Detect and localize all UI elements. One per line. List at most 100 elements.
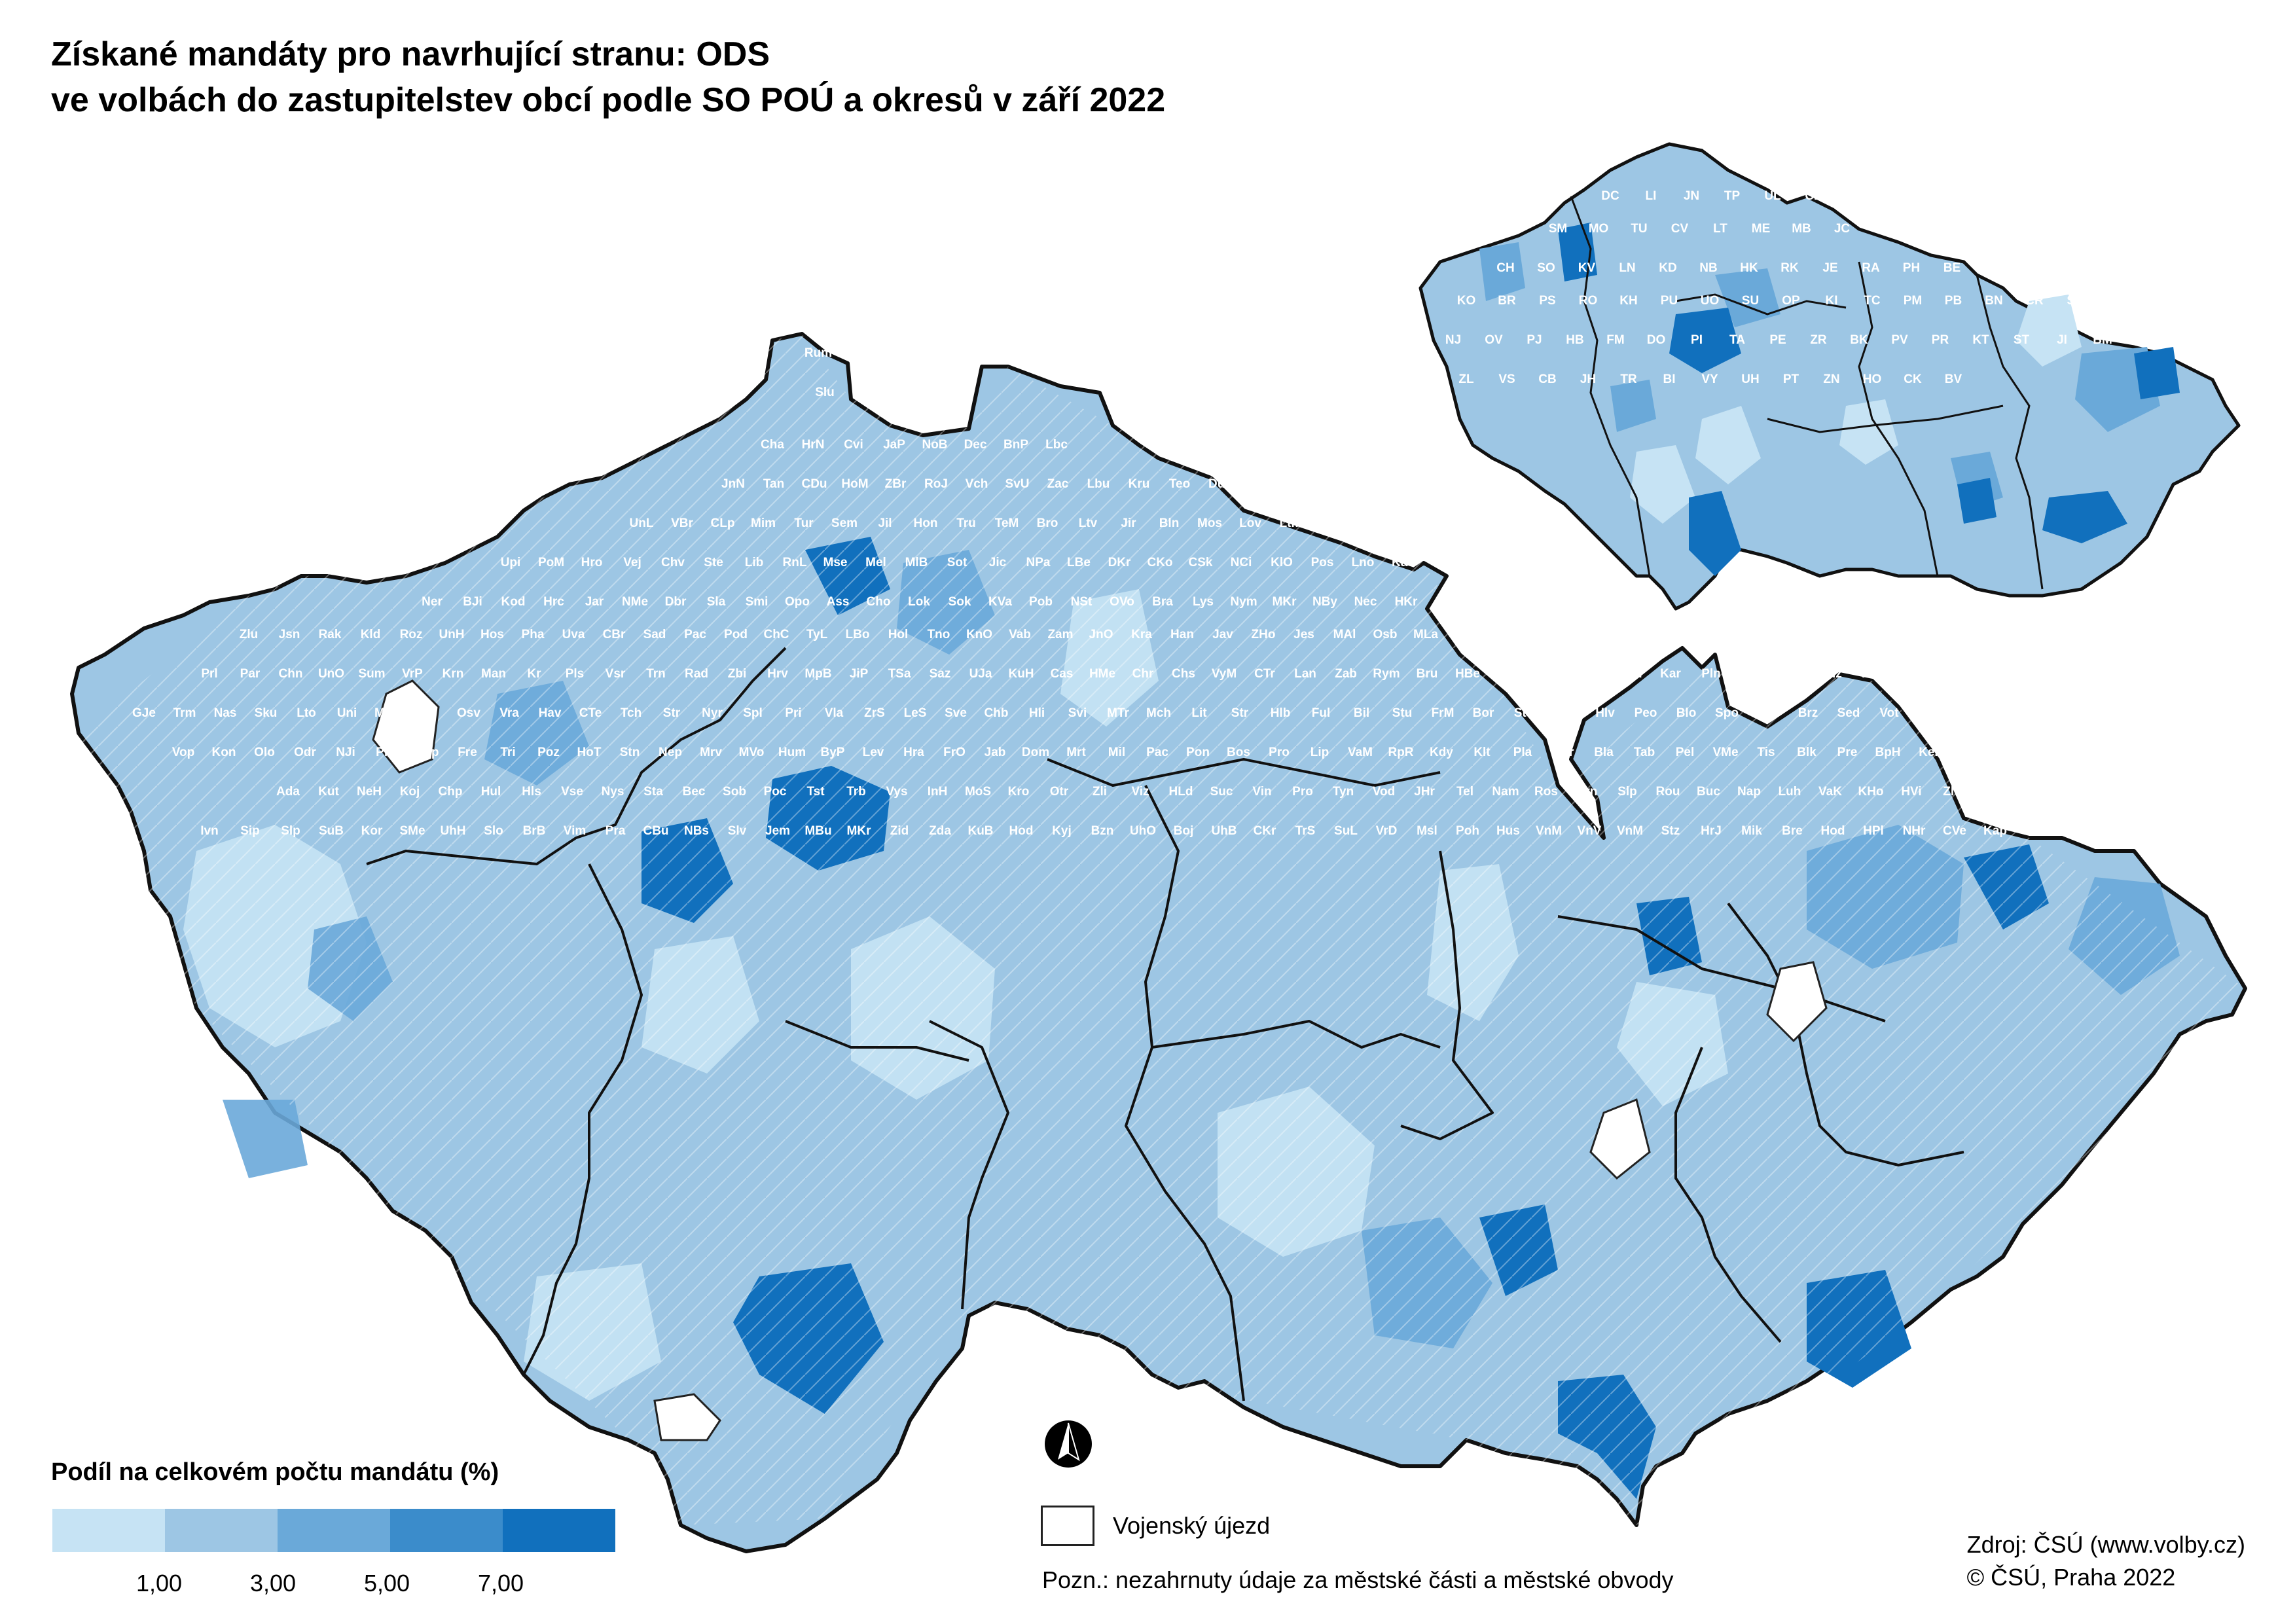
main-map-label-zlu: Zlu [240,628,259,641]
main-map-label-mto: MTo [1780,667,1805,681]
inset-map-labels: DC LI JN TP UL CL SM MO TU CV LT ME MB JC NA CH SO KV LN KD… [1445,189,2153,386]
main-map-label-rym: Rym [1373,667,1400,681]
main-map-label-nam: Nam [1492,785,1519,799]
main-map-label-sus: SUs [1998,746,2022,759]
inset-map-label-pt: PT [1783,372,1799,386]
inset-map-label-so: SO [1537,261,1555,275]
inset-map-label-ck: CK [1904,372,1922,386]
main-map-label-prl: Prl [201,667,217,681]
main-map-label-bln: Bln [1159,516,1180,530]
main-map-label-hrc: Hrc [543,595,564,609]
main-map-label-hot: HoT [577,746,602,759]
inset-map-label-pm: PM [1904,294,1923,308]
main-map-label-zho: ZHo [1252,628,1276,641]
main-map-label-hrj: HrJ [1701,824,1722,838]
inset-map-label-me: ME [1752,222,1771,236]
main-map-label-bez: Bez [1741,667,1763,681]
main-map-label-kva: KVa [988,595,1012,609]
main-map-label-tis: Tis [1757,746,1775,759]
main-map-label-jav: Jav [1212,628,1233,641]
main-map-label-fre: Fre [458,746,477,759]
inset-map-label-ko: KO [1457,294,1476,308]
main-map-label-frm: FrM [1432,706,1455,720]
inset-map-label-pz: PZ [1985,261,2001,275]
main-map-label-kri: Kri [1458,628,1475,641]
main-map-label-hav: Hav [539,706,562,720]
main-map-label-net: Net [1983,785,2003,799]
main-map-label-chb: Chb [985,706,1009,720]
inset-map-light-zones [1630,295,2082,524]
inset-map-label-ro: RO [1579,294,1598,308]
main-map-label-vej: Vej [623,556,641,569]
main-map-label-boh: Boh [1618,667,1642,681]
main-map-label-hme: HMe [1089,667,1115,681]
main-map-label-lan: Lan [1294,667,1316,681]
inset-map-label-zr: ZR [1810,333,1827,347]
main-map-label-nme: NMe [622,595,648,609]
main-map-label-rak: Rak [319,628,342,641]
main-map-label-uva: Uva [562,628,585,641]
main-map-label-zbr: ZBr [885,477,907,491]
main-map-label-vrd: VrD [1376,824,1398,838]
inset-map-label-bm: BM [2093,333,2112,347]
main-map-label-bla: Bla [1594,746,1614,759]
legend-color-bar [52,1509,615,1552]
main-map-label-par: Par [240,667,261,681]
inset-map-label-pu: PU [1661,294,1678,308]
main-map-label-vnm: VnM [1617,824,1643,838]
main-map-label-cdu: CDu [801,477,827,491]
main-map-label-sip: Sip [2162,746,2182,759]
main-map-label-vin: Vin [1252,785,1271,799]
main-map-label-jih: Jih [2082,746,2099,759]
inset-map-label-jn: JN [1684,189,1699,203]
main-map-label-cve: CVe [1943,824,1966,838]
inset-map-label-jh: JH [1580,372,1596,386]
main-map-label-poh: Poh [1456,824,1479,838]
main-map-label-saz: Saz [930,667,951,681]
main-map-label-che: Che [1557,595,1580,609]
main-map-label-hlb: Hlb [1271,706,1291,720]
main-map-label-jev: Jev [2122,706,2143,720]
inset-map-label-zl: ZL [1458,372,1474,386]
main-map-label-peo: Peo [1635,706,1657,720]
main-map-label-nci: NCi [1231,556,1252,569]
main-map-label-tpc: Tpc [1250,477,1272,491]
main-map-label-mse: Mse [823,556,848,569]
main-map-label-man: Man [481,667,506,681]
main-map-label-ltm: Ltm [1280,516,1303,530]
main-map-label-mrt: Mrt [1066,746,1086,759]
main-map-label-rad: Rad [685,667,708,681]
inset-map-label-uo: UO [1701,294,1720,308]
main-map-label-svu: SvU [1005,477,1030,491]
main-map-label-zrs: ZrS [864,706,885,720]
main-map-label-mbe: MBe [374,706,401,720]
main-map-label-poz: Poz [537,746,560,759]
main-map-label-msl: Msl [1417,824,1437,838]
inset-map-label-li: LI [1646,189,1657,203]
main-map-label-uhb: UhB [1211,824,1237,838]
main-map-label-roz: Roz [400,628,423,641]
main-map-label-jab: Jab [985,746,1006,759]
main-map-label-hus: Hus [1496,824,1520,838]
main-map-label-npa: NPa [1026,556,1051,569]
main-map-label-sot: Sot [947,556,967,569]
main-map-labels: Rum Var Slu CKa Frd NMs Cha HrN Cvi JaP NoB Dec BnP L… [132,346,2205,838]
main-map-label-prs: Prs [1961,706,1981,720]
main-map-label-chr: Chr [1132,667,1154,681]
main-map-label-vrp: VrP [402,667,423,681]
main-map-label-sme: SMe [399,824,425,838]
legend-tick-2: 3,00 [250,1570,297,1597]
main-map-label-jsn: Jsn [279,628,300,641]
main-map-label-ful: Ful [1312,706,1331,720]
main-map-label-lbu: Lbu [1087,477,1110,491]
north-arrow-icon [1045,1420,1092,1468]
main-map-label-nji: NJi [336,746,355,759]
main-map-label-plz: Plz [1824,667,1841,681]
main-map-label-pls: Pls [566,667,585,681]
map-title: Získané mandáty pro navrhující stranu: O… [51,31,1165,123]
inset-map-label-rk: RK [1780,261,1799,275]
main-map-label-pro: Pro [1269,746,1290,759]
main-map-label-otr: Otr [1050,785,1069,799]
main-map-label-spo: Spo [1715,706,1739,720]
